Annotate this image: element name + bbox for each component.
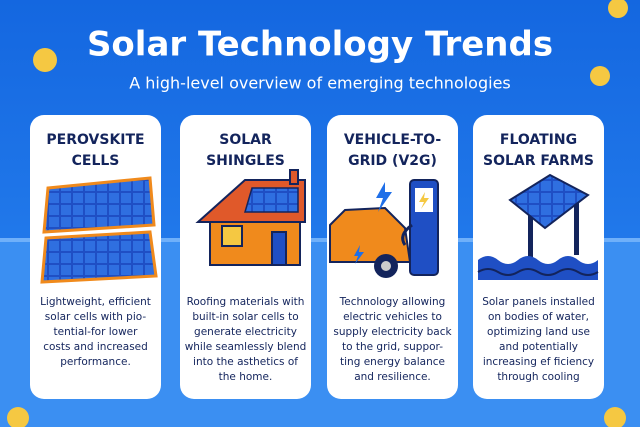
card-title: CELLS bbox=[72, 153, 120, 169]
card-description: generate electricity bbox=[194, 326, 297, 338]
card-description: Technology allowing bbox=[339, 296, 446, 308]
card-title: SOLAR FARMS bbox=[483, 153, 594, 169]
decor-dots bbox=[7, 0, 628, 427]
card-description: into the asthetics of bbox=[193, 356, 298, 368]
subtitle: A high-level overview of emerging techno… bbox=[129, 74, 511, 93]
card-title: VEHICLE-TO- bbox=[344, 132, 442, 148]
card-description: to the grid, suppor- bbox=[342, 341, 443, 353]
card-description: increasing ef ficiency bbox=[483, 356, 594, 368]
card-description: optimizing land use bbox=[487, 326, 590, 338]
card-description: and potentially bbox=[499, 341, 578, 353]
card-title: SHINGLES bbox=[206, 153, 285, 169]
card-description: supply electricity back bbox=[333, 326, 452, 338]
horizon bbox=[0, 238, 640, 242]
card-description: tential-for lower bbox=[54, 326, 139, 338]
card-description: Lightweight, efficient bbox=[40, 296, 151, 308]
v2g-illustration bbox=[329, 179, 439, 278]
card-description: costs and increased bbox=[43, 341, 148, 353]
card-description: ting energy balance bbox=[340, 356, 445, 368]
card-description: solar cells with pio- bbox=[45, 311, 147, 323]
card-title: FLOATING bbox=[500, 132, 577, 148]
card-description: and resilience. bbox=[354, 371, 431, 383]
card-description: performance. bbox=[60, 356, 131, 368]
card-description: through cooling bbox=[497, 371, 579, 383]
shingles-illustration bbox=[195, 169, 306, 266]
card-description: the home. bbox=[219, 371, 273, 383]
card-title: SOLAR bbox=[219, 132, 272, 148]
card-title: GRID (V2G) bbox=[348, 153, 437, 169]
card-description: built-in solar cells to bbox=[192, 311, 298, 323]
card-description: Solar panels installed bbox=[482, 296, 595, 308]
floating-illustration bbox=[477, 173, 599, 280]
card-description: on bodies of water, bbox=[488, 311, 589, 323]
card-description: while seamlessly blend bbox=[185, 341, 307, 353]
title: Solar Technology Trends bbox=[87, 25, 553, 65]
card-description: electric vehicles to bbox=[343, 311, 442, 323]
card-description: Roofing materials with bbox=[187, 296, 305, 308]
card-title: PEROVSKITE bbox=[46, 132, 144, 148]
perovskite-illustration bbox=[40, 176, 158, 284]
